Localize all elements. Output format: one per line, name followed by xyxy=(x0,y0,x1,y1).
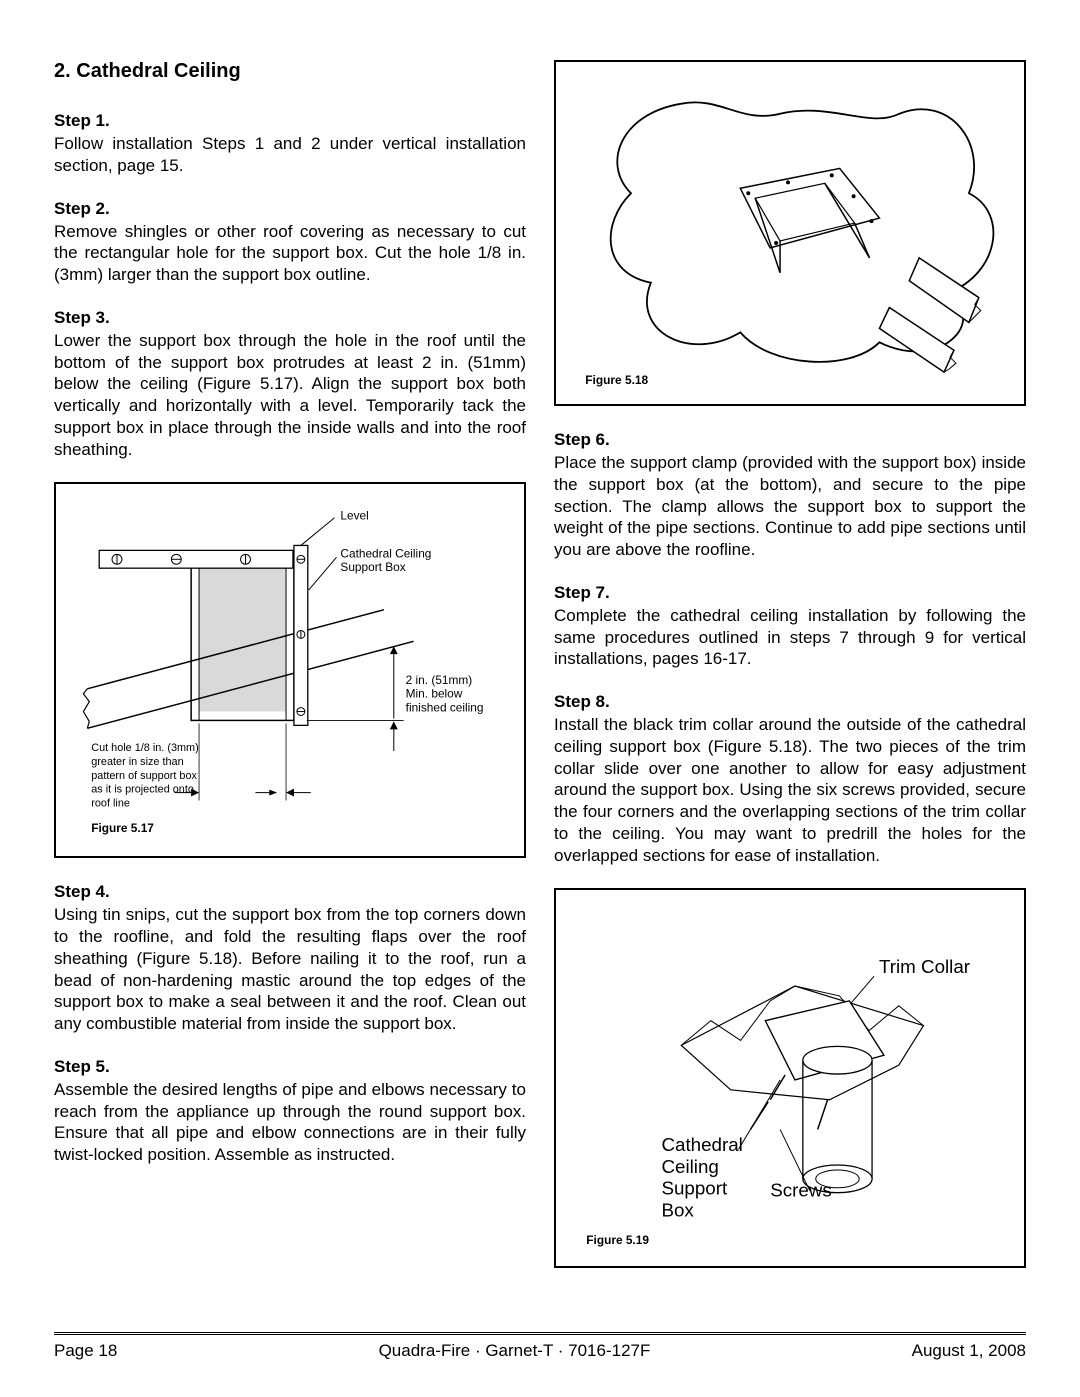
document-page: 2. Cathedral Ceiling Step 1. Follow inst… xyxy=(0,0,1080,1397)
figure-5-18-svg: Figure 5.18 xyxy=(568,74,1012,392)
label-cb2: Ceiling xyxy=(661,1156,718,1177)
step-body: Remove shingles or other roof covering a… xyxy=(54,221,526,286)
page-footer: Page 18 Quadra-Fire · Garnet-T · 7016-12… xyxy=(54,1332,1026,1361)
label-note2: greater in size than xyxy=(91,756,183,768)
label-note5: roof line xyxy=(91,798,130,810)
label-level: Level xyxy=(340,509,368,523)
figure-5-19-svg: Trim Collar Cathedral Ceiling Support Bo… xyxy=(568,902,1012,1254)
step-label: Step 4. xyxy=(54,882,526,902)
figure-5-17-svg: Level Cathedral Ceiling Support Box 2 in… xyxy=(68,496,512,844)
label-trim: Trim Collar xyxy=(879,956,970,977)
step-body: Assemble the desired lengths of pipe and… xyxy=(54,1079,526,1166)
label-dim2: Min. below xyxy=(406,687,463,701)
footer-center: Quadra-Fire · Garnet-T · 7016-127F xyxy=(379,1341,651,1361)
label-note1: Cut hole 1/8 in. (3mm) xyxy=(91,742,198,754)
step-label: Step 2. xyxy=(54,199,526,219)
step-label: Step 1. xyxy=(54,111,526,131)
left-column: 2. Cathedral Ceiling Step 1. Follow inst… xyxy=(54,60,526,1268)
step-body: Place the support clamp (provided with t… xyxy=(554,452,1026,561)
figure-caption: Figure 5.19 xyxy=(586,1233,649,1247)
section-name: Cathedral Ceiling xyxy=(76,60,240,82)
step-label: Step 7. xyxy=(554,583,1026,603)
label-screws: Screws xyxy=(770,1180,832,1201)
label-cb4: Box xyxy=(661,1200,694,1221)
footer-date: August 1, 2008 xyxy=(912,1341,1026,1361)
step-body: Follow installation Steps 1 and 2 under … xyxy=(54,133,526,177)
step-body: Complete the cathedral ceiling installat… xyxy=(554,605,1026,670)
label-dim1: 2 in. (51mm) xyxy=(406,673,473,687)
figure-caption: Figure 5.18 xyxy=(585,373,648,387)
footer-rule xyxy=(54,1332,1026,1335)
section-number: 2. xyxy=(54,60,71,82)
footer-page: Page 18 xyxy=(54,1341,117,1361)
label-box2: Support Box xyxy=(340,560,405,574)
label-box1: Cathedral Ceiling xyxy=(340,547,431,561)
step-body: Install the black trim collar around the… xyxy=(554,714,1026,866)
figure-5-19: Trim Collar Cathedral Ceiling Support Bo… xyxy=(554,888,1026,1268)
label-dim3: finished ceiling xyxy=(406,701,484,715)
step-body: Using tin snips, cut the support box fro… xyxy=(54,904,526,1035)
label-note4: as it is projected onto xyxy=(91,784,194,796)
section-title: 2. Cathedral Ceiling xyxy=(54,60,526,83)
footer-row: Page 18 Quadra-Fire · Garnet-T · 7016-12… xyxy=(54,1341,1026,1361)
step-label: Step 8. xyxy=(554,692,1026,712)
step-label: Step 3. xyxy=(54,308,526,328)
step-label: Step 6. xyxy=(554,430,1026,450)
right-column: Figure 5.18 Step 6. Place the support cl… xyxy=(554,60,1026,1268)
label-cb3: Support xyxy=(661,1178,728,1199)
label-note3: pattern of support box xyxy=(91,770,197,782)
step-body: Lower the support box through the hole i… xyxy=(54,330,526,461)
figure-caption: Figure 5.17 xyxy=(91,821,154,835)
figure-5-17: Level Cathedral Ceiling Support Box 2 in… xyxy=(54,482,526,858)
label-cb1: Cathedral xyxy=(661,1134,742,1155)
figure-5-18: Figure 5.18 xyxy=(554,60,1026,406)
step-label: Step 5. xyxy=(54,1057,526,1077)
two-column-layout: 2. Cathedral Ceiling Step 1. Follow inst… xyxy=(54,60,1026,1268)
